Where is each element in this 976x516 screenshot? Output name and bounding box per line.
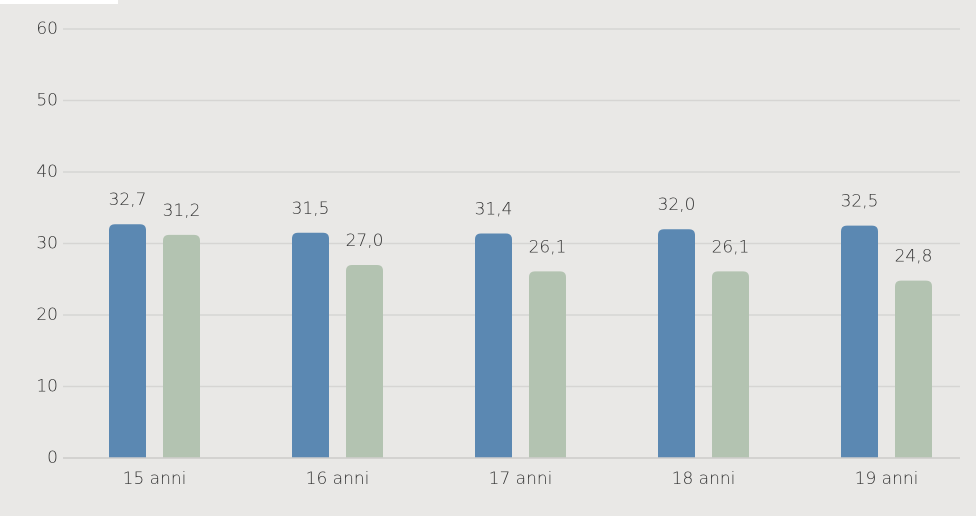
value-label: 24,8: [895, 247, 933, 267]
bar: [841, 225, 878, 458]
value-label: 32,5: [841, 192, 879, 212]
x-tick-label: 15 anni: [123, 469, 187, 489]
value-label: 27,0: [346, 231, 384, 251]
x-tick-label: 19 anni: [855, 469, 919, 489]
x-tick-label: 17 anni: [489, 469, 553, 489]
value-label: 32,7: [109, 190, 147, 210]
value-label: 32,0: [658, 195, 696, 215]
value-label: 31,4: [475, 199, 513, 219]
value-label: 26,1: [712, 237, 750, 257]
value-label: 31,2: [163, 201, 201, 221]
bar: [529, 271, 566, 458]
top-strip: [0, 0, 118, 4]
bar: [658, 229, 695, 458]
bar: [346, 264, 383, 458]
bar: [475, 233, 512, 458]
value-label: 26,1: [529, 237, 567, 257]
bar: [292, 232, 329, 458]
bar: [163, 234, 200, 458]
y-tick-label: 0: [47, 448, 58, 468]
value-label: 31,5: [292, 199, 330, 219]
y-tick-label: 30: [36, 234, 58, 254]
x-tick-label: 16 anni: [306, 469, 370, 489]
y-tick-label: 20: [36, 305, 58, 325]
bar: [712, 271, 749, 458]
y-tick-label: 50: [36, 91, 58, 111]
x-tick-label: 18 anni: [672, 469, 736, 489]
bar: [109, 224, 146, 458]
y-tick-label: 40: [36, 162, 58, 182]
bar: [895, 280, 932, 458]
y-tick-label: 10: [36, 377, 58, 397]
y-tick-label: 60: [36, 19, 58, 39]
